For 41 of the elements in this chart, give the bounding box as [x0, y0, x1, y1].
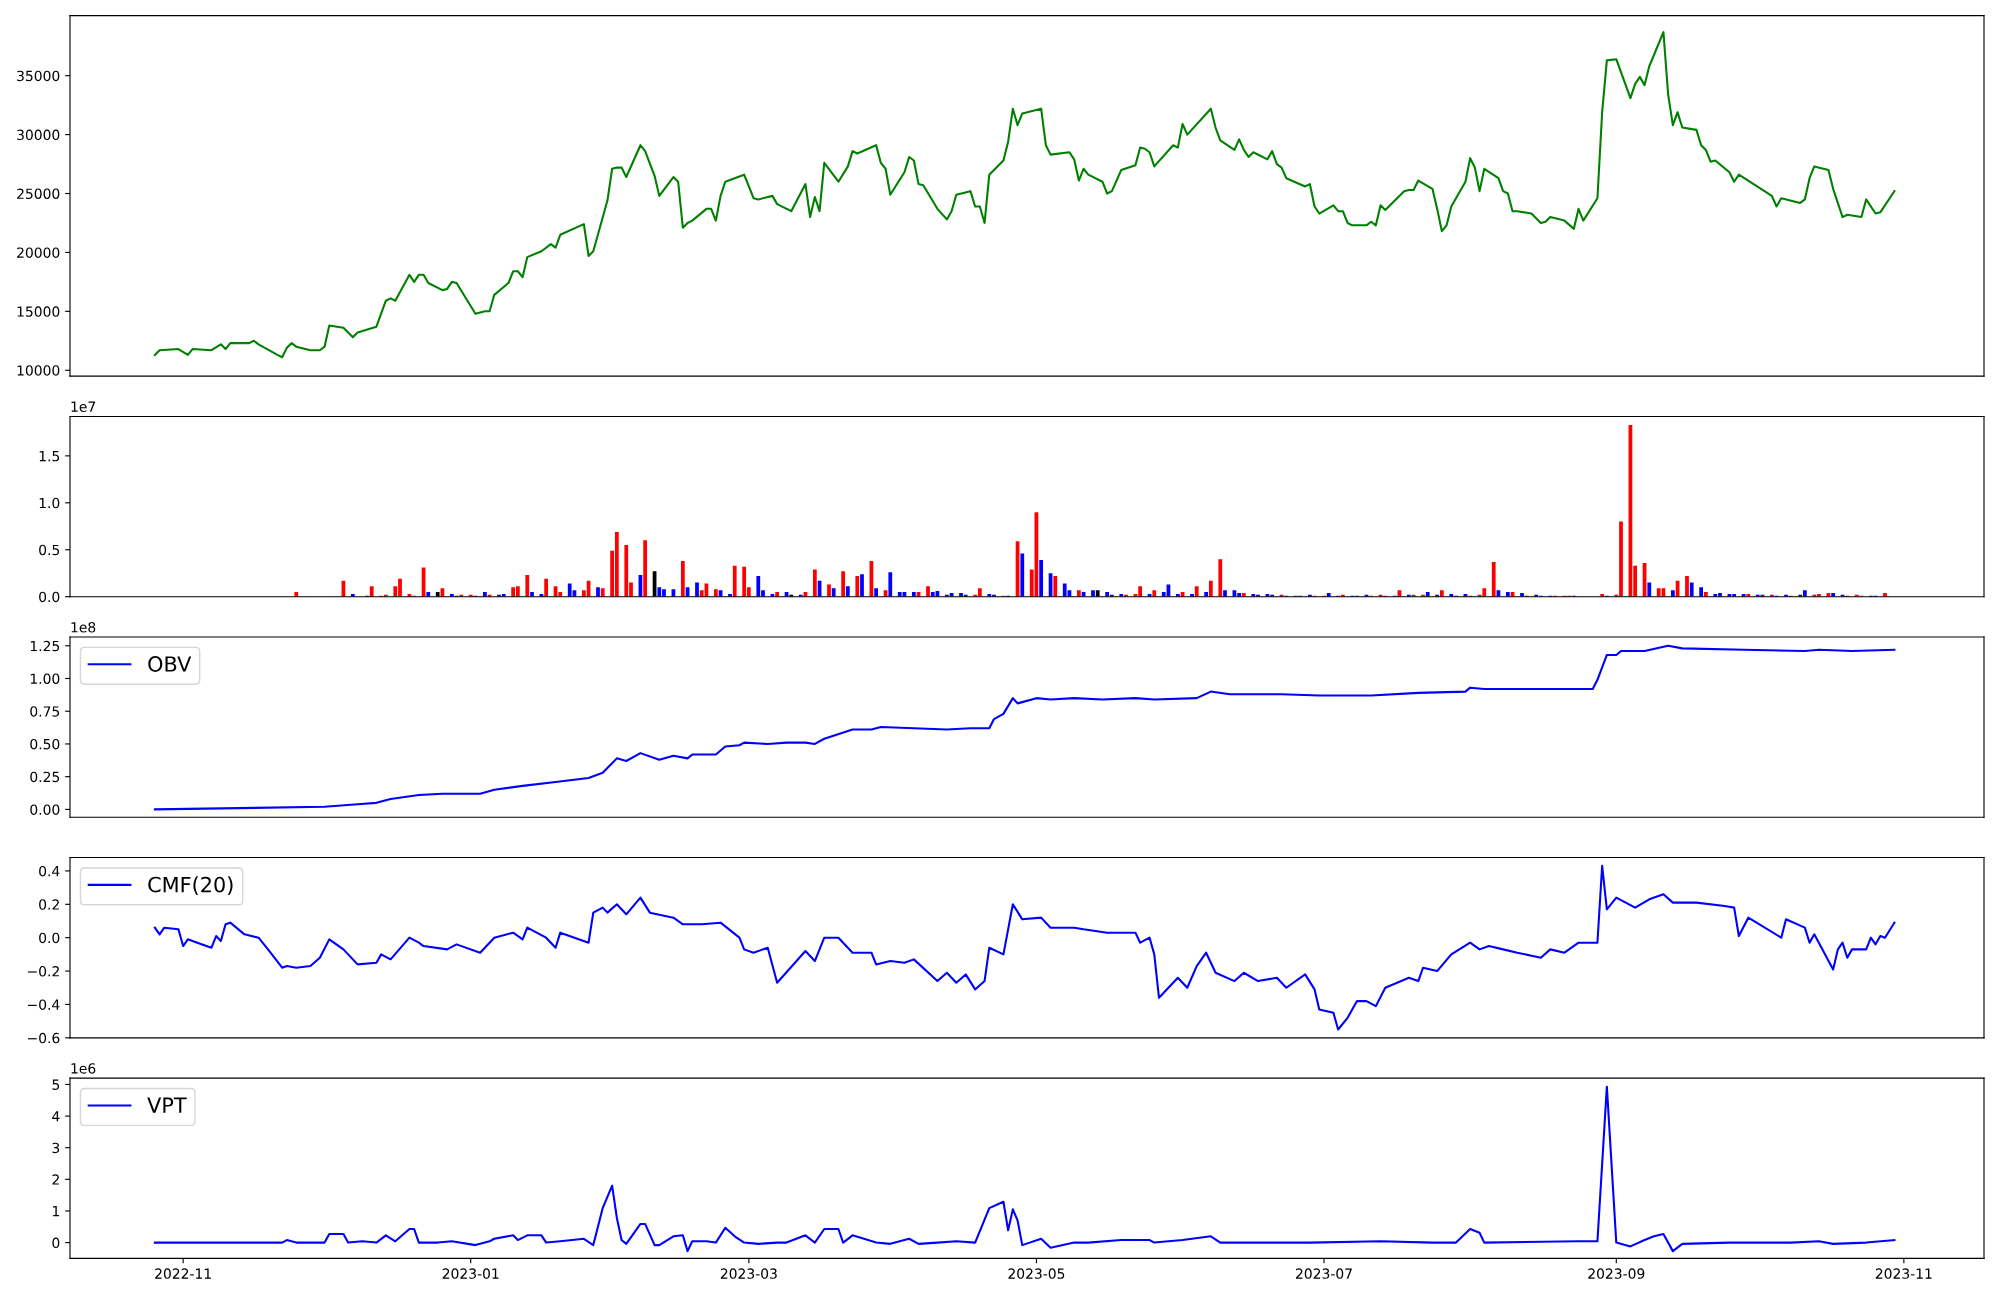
y-tick-label: 35000	[17, 70, 60, 82]
y-tick-label: 0.00	[30, 804, 60, 815]
y-tick-label: 2	[52, 1174, 59, 1185]
y-tick-label: −0.4	[28, 999, 60, 1010]
x-tick-label: 2023-05	[1008, 1268, 1065, 1279]
y-tick-label: 3	[52, 1142, 60, 1154]
y-tick-label: 4	[52, 1111, 60, 1122]
y-tick-label: 0.50	[30, 738, 60, 750]
y-tick-label: 1	[52, 1206, 59, 1217]
x-tick-label: 2022-11	[155, 1268, 211, 1279]
y-tick-label: −0.2	[28, 966, 59, 977]
x-tick-label: 2023-01	[442, 1268, 499, 1279]
y-tick-label: 0.0	[39, 932, 60, 944]
legend-label: VPT	[147, 1097, 187, 1113]
y-tick-label: 1.00	[30, 673, 60, 684]
y-tick-label: 0.4	[39, 865, 60, 877]
y-tick-label: 15000	[17, 306, 60, 317]
y-tick-label: 5	[52, 1079, 60, 1090]
text: 1e8	[71, 622, 96, 633]
y-tick-label: 25000	[17, 188, 60, 199]
x-tick-label: 2023-07	[1296, 1268, 1352, 1279]
text: 1e6	[71, 1063, 96, 1074]
legend-label: CMF(20)	[148, 876, 233, 895]
legend-label: OBV	[148, 656, 192, 672]
y-tick-label: 1.25	[30, 640, 60, 652]
x-tick-label: 2023-09	[1588, 1268, 1645, 1279]
x-tick-label: 2023-11	[1875, 1268, 1932, 1279]
y-tick-label: 0	[52, 1237, 60, 1249]
y-tick-label: −0.6	[28, 1032, 60, 1044]
text: 1e7	[71, 401, 96, 412]
y-tick-label: 1.0	[39, 497, 60, 509]
y-tick-label: 1.5	[39, 451, 60, 462]
y-tick-label: 0.25	[30, 771, 60, 783]
y-tick-label: 10000	[17, 365, 60, 376]
y-tick-label: 0.2	[39, 899, 59, 910]
y-tick-label: 0.5	[39, 544, 60, 556]
y-tick-label: 0.0	[39, 591, 60, 603]
y-tick-label: 20000	[17, 247, 60, 258]
x-tick-label: 2023-03	[720, 1268, 777, 1279]
y-tick-label: 30000	[17, 129, 60, 141]
y-tick-label: 0.75	[30, 706, 60, 717]
